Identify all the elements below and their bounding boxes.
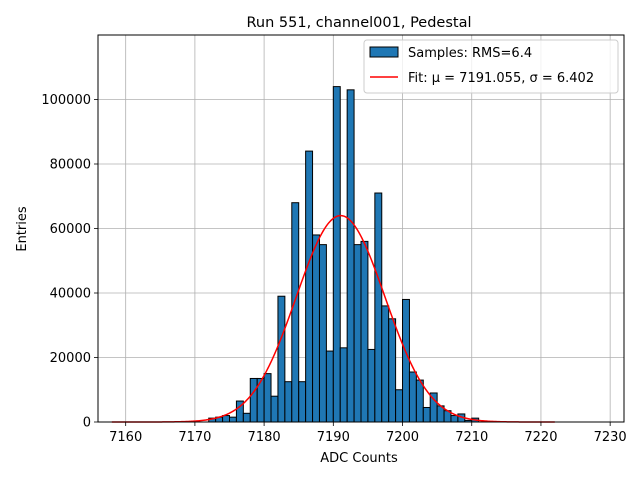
y-axis-ticks: 0 20000 40000 60000 80000 100000 [41,93,98,431]
chart-title: Run 551, channel001, Pedestal [246,15,471,31]
x-tick-label: 7200 [386,430,419,445]
histogram-bar [263,373,272,423]
x-tick-label: 7220 [524,430,557,445]
x-tick-label: 7170 [178,430,211,445]
histogram-bar [277,295,286,423]
x-tick-label: 7190 [317,430,350,445]
histogram-bar [325,350,334,423]
y-axis-label: Entries [15,206,30,252]
histogram-bar [242,412,251,423]
histogram-bar [450,415,459,423]
legend: Samples: RMS=6.4 Fit: μ = 7191.055, σ = … [363,39,619,94]
y-tick-label: 20000 [50,351,91,366]
y-tick-label: 0 [83,416,91,431]
y-tick-label: 40000 [50,287,91,302]
legend-swatch-samples [369,46,399,58]
histogram-bar [291,202,300,423]
y-tick-label: 80000 [50,158,91,173]
histogram-bar [298,381,307,423]
histogram-bar [318,244,327,423]
histogram-bar [249,377,258,423]
histogram-bar [332,86,341,423]
histogram-bar [270,395,279,423]
x-tick-label: 7180 [248,430,281,445]
legend-label-samples: Samples: RMS=6.4 [408,46,532,61]
legend-box [363,39,619,94]
histogram-bar [388,318,397,423]
histogram-bar [284,381,293,423]
histogram-bar [381,305,390,423]
histogram-bars [208,86,480,423]
legend-label-fit: Fit: μ = 7191.055, σ = 6.402 [408,71,594,86]
x-tick-label: 7230 [594,430,627,445]
x-axis-ticks: 7160 7170 7180 7190 7200 7210 7220 7230 [109,422,627,445]
histogram-bar [395,389,404,423]
histogram-bar [305,150,314,423]
histogram-bar [422,406,431,423]
histogram-bar [229,416,237,423]
histogram-bar [374,192,383,423]
y-tick-label: 100000 [41,93,91,108]
x-axis-label: ADC Counts [320,451,398,466]
histogram-bar [312,234,320,423]
histogram-bar [346,89,355,423]
histogram-bar [339,347,348,423]
histogram-bar [415,379,424,423]
histogram-bar [353,244,362,423]
x-tick-label: 7160 [109,430,142,445]
histogram-bar [222,415,231,423]
x-tick-label: 7210 [455,430,488,445]
histogram-bar [408,371,417,423]
histogram-bar [367,348,376,423]
histogram-bar [360,240,369,423]
y-tick-label: 60000 [50,222,91,237]
histogram-bar [402,298,410,423]
